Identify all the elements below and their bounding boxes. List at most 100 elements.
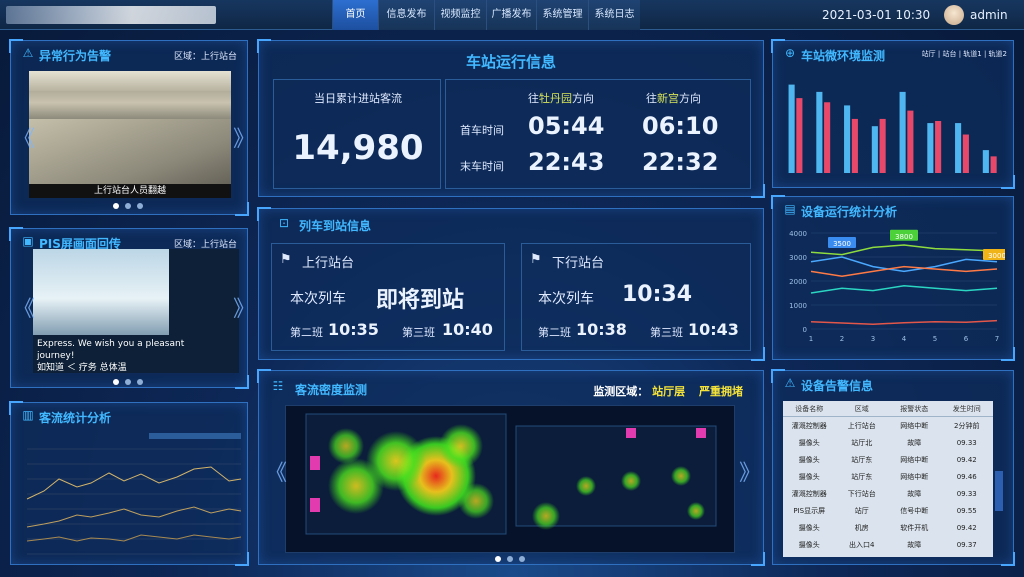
chart-icon: ▥ — [22, 408, 34, 422]
env-bar-blue — [927, 123, 934, 173]
main-nav: 首页 信息发布 视频监控 广播发布 系统管理 系统日志 — [332, 0, 640, 30]
up-current-value: 即将到站 — [376, 288, 465, 313]
env-bar-red — [962, 134, 969, 173]
prev-arrow-icon[interactable]: 《 — [265, 461, 288, 486]
nav-system-log[interactable]: 系统日志 — [588, 0, 640, 30]
dot[interactable] — [137, 379, 143, 385]
device-stats-panel: ▤ 设备运行统计分析 0 1000 2000 3000 4000 1 2 3 4 5 6 7 3500 3… — [771, 195, 1015, 361]
pis-panel: ▣ PIS屏画面回传 区域：上行站台 Express. We wish you … — [9, 227, 255, 389]
y-tick-label: 0 — [803, 326, 807, 334]
dir1-suffix: 方向 — [572, 92, 594, 105]
table-cell: 09.55 — [956, 506, 977, 515]
table-cell: 09.37 — [956, 540, 977, 549]
table-cell: 摄像头 — [798, 523, 820, 532]
pis-caption-line2: journey! — [37, 351, 75, 361]
table-cell: 09.33 — [956, 438, 977, 447]
dot[interactable] — [519, 556, 525, 562]
series-line — [810, 244, 998, 256]
nav-info-publish[interactable]: 信息发布 — [378, 0, 434, 30]
dot[interactable] — [113, 379, 119, 385]
table-row[interactable]: 灌溉控制器 上行站台 网络中断 2分钟前 — [783, 417, 993, 434]
env-bar-red — [796, 98, 803, 173]
avatar[interactable] — [944, 5, 964, 25]
table-cell: 摄像头 — [798, 540, 820, 549]
table-cell: 机房 — [854, 523, 869, 532]
alarm-table: 设备名称 区域 报警状态 发生时间 灌溉控制器 上行站台 网络中断 2分钟前 摄像头 站厅北 故障… — [783, 401, 993, 557]
x-tick-label: 7 — [995, 335, 999, 343]
table-row[interactable]: 摄像头 站厅东 网络中断 09.42 — [783, 451, 993, 468]
up-third-label: 第三班 — [402, 326, 435, 339]
alarm-table-header: 设备名称 区域 报警状态 发生时间 — [783, 401, 993, 417]
env-bar-blue — [871, 126, 878, 173]
dir2-suffix: 方向 — [679, 92, 701, 105]
next-arrow-icon[interactable]: 》 — [233, 297, 256, 322]
carousel-dots[interactable] — [113, 203, 143, 209]
dir2-first-time: 06:10 — [642, 112, 719, 140]
username[interactable]: admin — [970, 8, 1008, 22]
x-tick-label: 4 — [902, 335, 907, 343]
table-cell: 摄像头 — [798, 438, 820, 447]
x-tick-label: 1 — [809, 335, 813, 343]
nav-system-admin[interactable]: 系统管理 — [536, 0, 588, 30]
dot[interactable] — [113, 203, 119, 209]
app-logo — [6, 6, 216, 24]
pis-screen[interactable]: Express. We wish you a pleasant journey!… — [33, 249, 239, 373]
nav-home[interactable]: 首页 — [332, 0, 378, 30]
dot[interactable] — [125, 203, 131, 209]
series-line — [810, 319, 998, 325]
env-bar-blue — [955, 123, 962, 173]
last-train-label: 末车时间 — [460, 160, 504, 173]
dir2-label: 往新宫方向 — [646, 90, 701, 106]
table-cell: 信号中断 — [900, 506, 929, 515]
top-bar: 首页 信息发布 视频监控 广播发布 系统管理 系统日志 2021-03-01 1… — [0, 0, 1024, 30]
carousel-dots[interactable] — [113, 379, 143, 385]
table-cell: 故障 — [907, 540, 922, 549]
alarm-video[interactable]: 上行站台人员翻越 — [29, 71, 231, 198]
env-title: 车站微环境监测 — [801, 49, 886, 63]
value-tag-label: 3500 — [833, 240, 851, 248]
table-cell: 故障 — [907, 438, 922, 447]
pis-caption: Express. We wish you a pleasant journey!… — [33, 335, 239, 373]
dot[interactable] — [125, 379, 131, 385]
arrival-title: 列车到站信息 — [299, 219, 372, 233]
table-row[interactable]: PIS显示屏 站厅 信号中断 09.55 — [783, 502, 993, 519]
pis-caption-line3: 如知道 ＜ 疗务 总体温 — [37, 363, 127, 373]
flow-panel: ▥ 客流统计分析 — [9, 401, 249, 566]
nav-broadcast[interactable]: 广播发布 — [486, 0, 536, 30]
flow-chart — [26, 433, 242, 555]
env-bar-blue — [899, 91, 906, 173]
device-stats-chart: 0 1000 2000 3000 4000 1 2 3 4 5 6 7 3500 3800 3000 — [789, 229, 1005, 343]
scrollbar[interactable] — [995, 471, 1003, 511]
nav-video-monitor[interactable]: 视频监控 — [434, 0, 486, 30]
column-header: 发生时间 — [952, 404, 981, 413]
next-arrow-icon[interactable]: 》 — [739, 461, 762, 486]
heatmap[interactable] — [285, 405, 735, 553]
table-cell: 上行站台 — [847, 421, 876, 430]
table-row[interactable]: 摄像头 机房 软件开机 09.42 — [783, 519, 993, 536]
down-platform-name: 下行站台 — [552, 256, 605, 271]
prev-arrow-icon[interactable]: 《 — [13, 127, 36, 152]
table-cell: PIS显示屏 — [793, 506, 826, 515]
dir1-label: 往牡丹园方向 — [528, 90, 594, 106]
series-line — [810, 256, 998, 273]
dot[interactable] — [495, 556, 501, 562]
table-cell: 灌溉控制器 — [791, 489, 827, 498]
table-row[interactable]: 摄像头 站厅北 故障 09.33 — [783, 434, 993, 451]
table-row[interactable]: 摄像头 站厅东 网络中断 09.46 — [783, 468, 993, 485]
up-third-value: 10:40 — [442, 320, 493, 339]
flag-icon: ⚑ — [530, 252, 542, 267]
table-row[interactable]: 灌溉控制器 下行站台 故障 09.33 — [783, 485, 993, 502]
flag-icon: ⚑ — [280, 252, 292, 267]
dot[interactable] — [507, 556, 513, 562]
table-cell: 摄像头 — [798, 455, 820, 464]
flow-line-2 — [26, 506, 242, 528]
table-row[interactable]: 摄像头 出入口4 故障 09.37 — [783, 536, 993, 553]
dot[interactable] — [137, 203, 143, 209]
env-bar-red — [990, 156, 997, 173]
x-tick-label: 5 — [933, 335, 937, 343]
prev-arrow-icon[interactable]: 《 — [13, 297, 36, 322]
y-tick-label: 4000 — [789, 230, 807, 238]
next-arrow-icon[interactable]: 》 — [233, 127, 256, 152]
alarm-panel: ⚠ 异常行为告警 区域：上行站台 上行站台人员翻越 《 》 — [9, 39, 255, 216]
carousel-dots[interactable] — [495, 556, 525, 562]
